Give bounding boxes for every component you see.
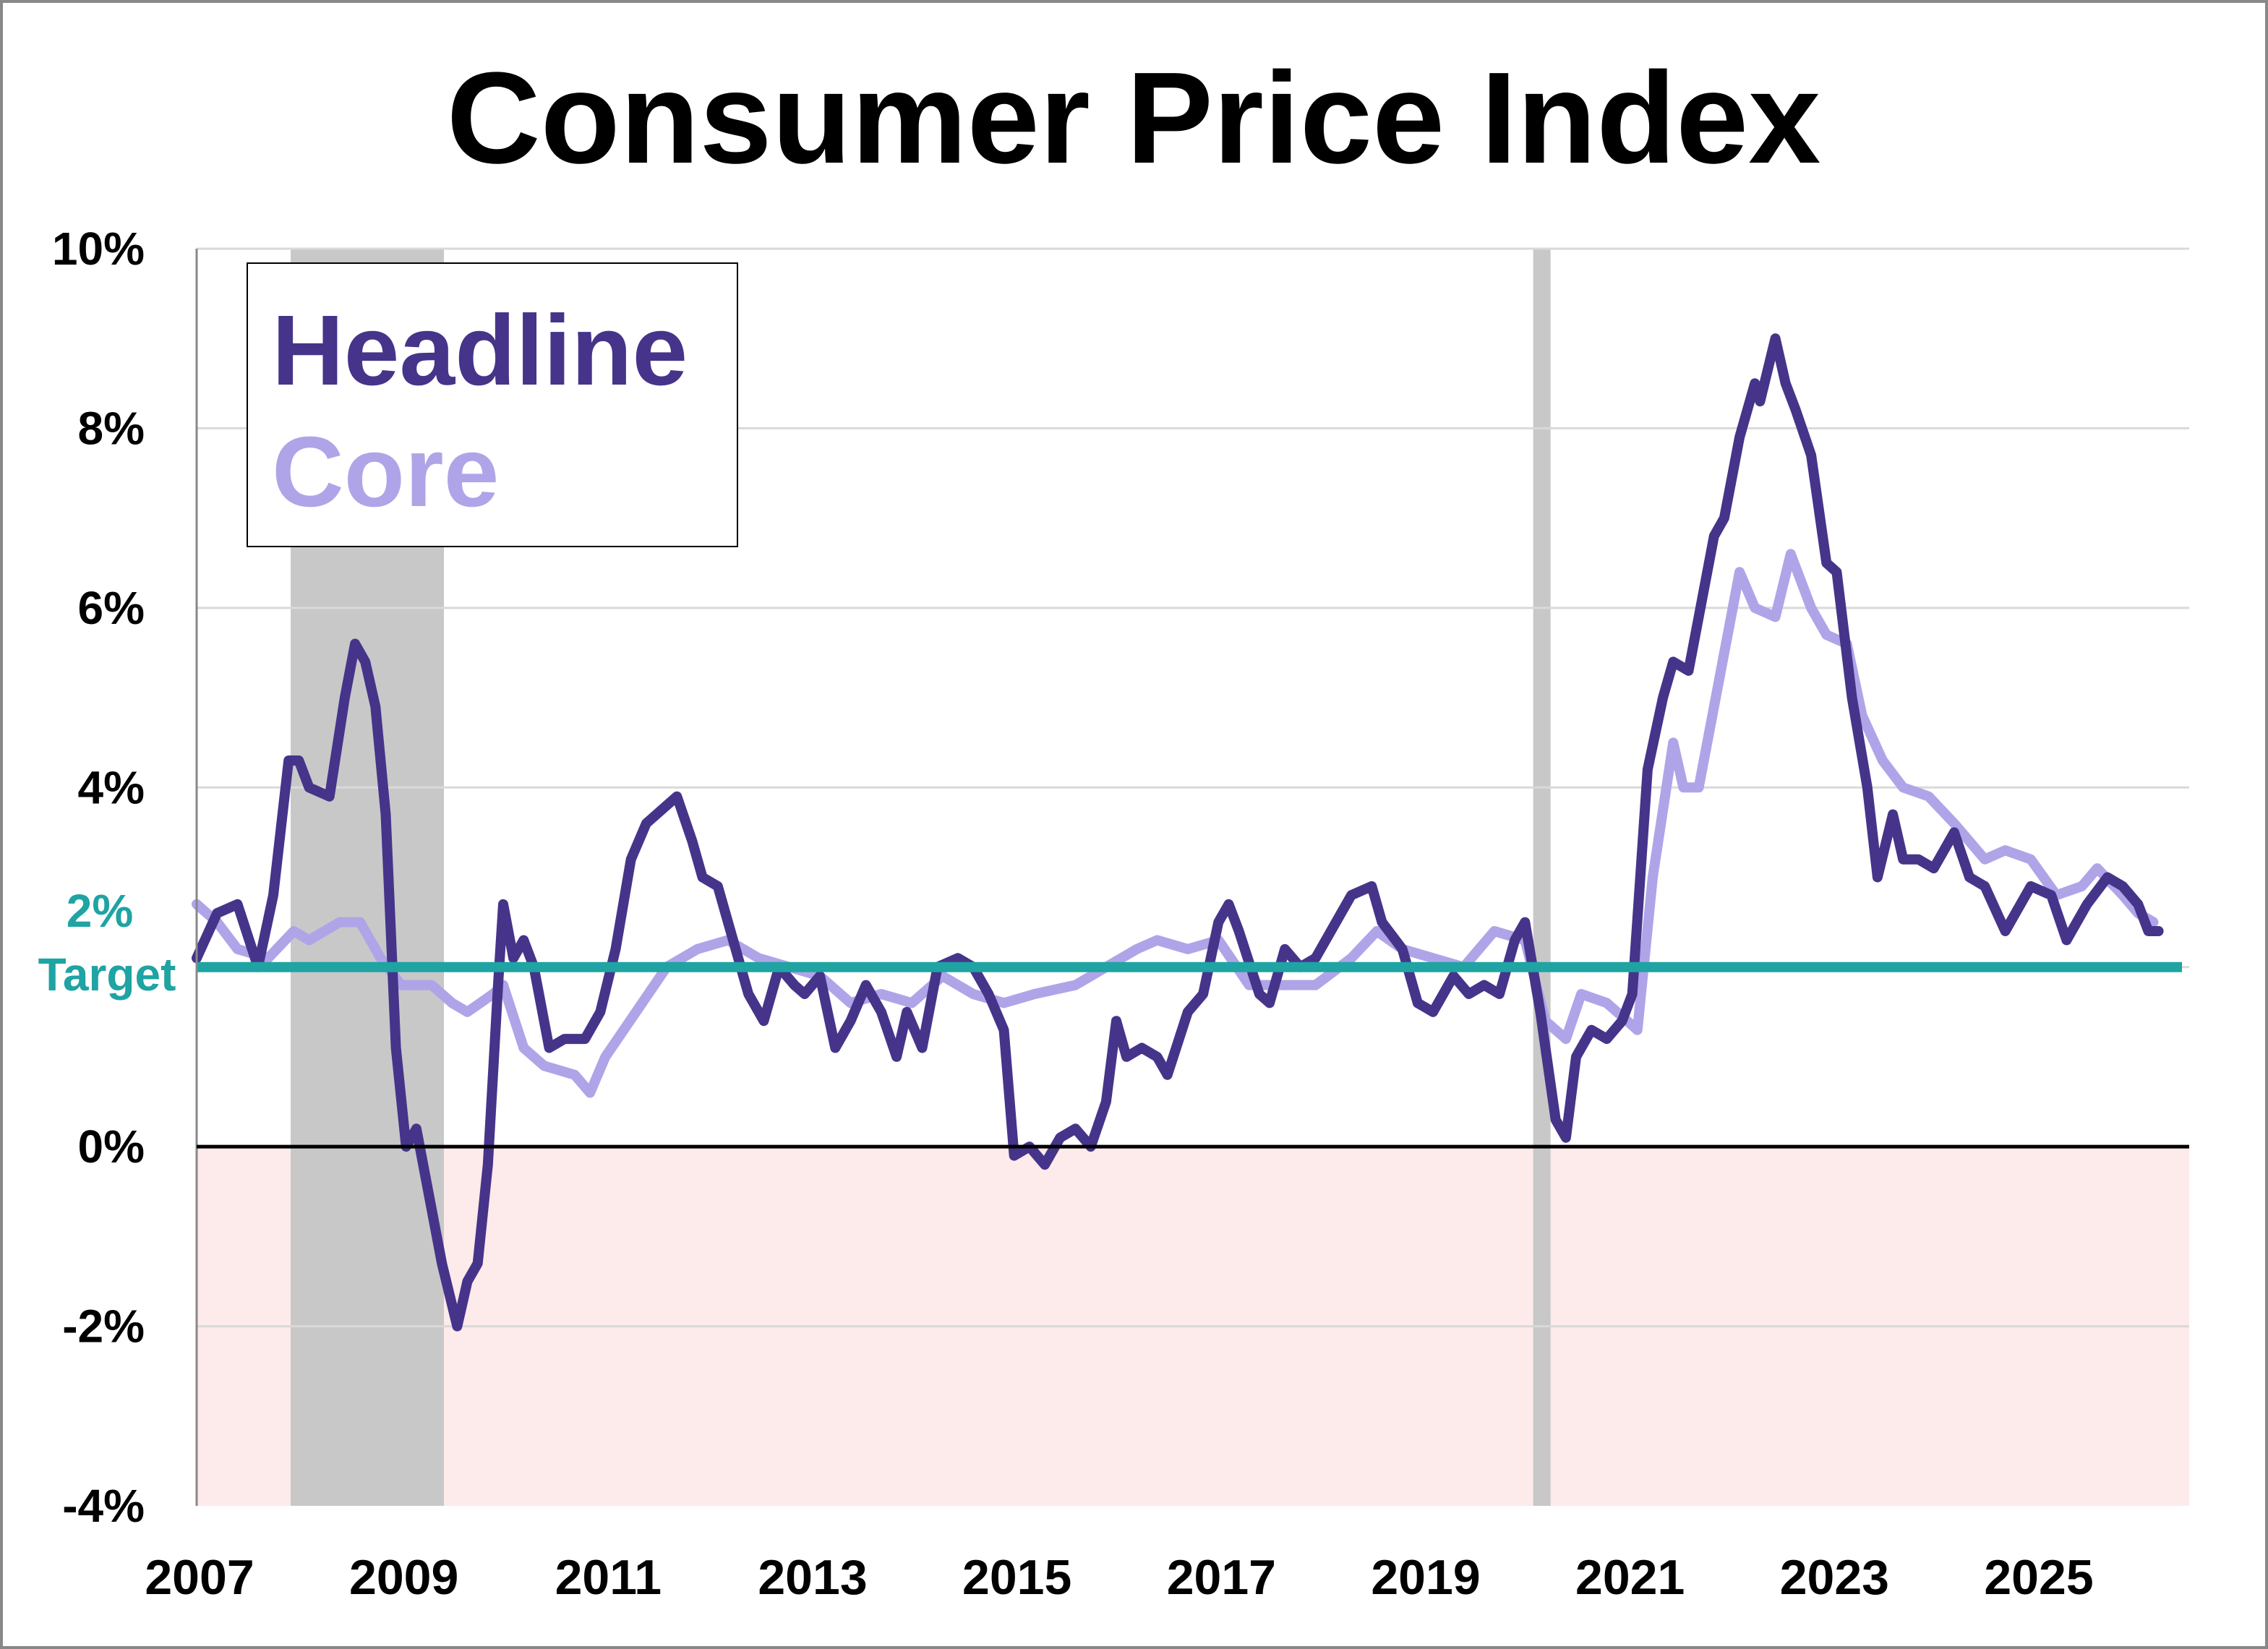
x-tick-label: 2023 [1780, 1550, 1889, 1605]
legend-box [247, 262, 738, 547]
x-tick-label: 2011 [555, 1550, 662, 1605]
x-tick-label: 2017 [1167, 1550, 1276, 1605]
chart-title: Consumer Price Index [447, 46, 1821, 191]
y-tick-label: 4% [78, 761, 145, 813]
x-tick-label: 2021 [1575, 1550, 1685, 1605]
headline-line [192, 333, 2164, 1332]
legend-core: Core [272, 416, 499, 528]
x-tick-label: 2013 [758, 1550, 867, 1605]
recession-band [1533, 249, 1551, 1506]
x-tick-label: 2015 [962, 1550, 1071, 1605]
target-text-label: Target [38, 948, 176, 1001]
legend: Headline Core [247, 262, 738, 547]
y-tick-label: 0% [78, 1121, 145, 1173]
x-tick-label: 2009 [349, 1550, 458, 1605]
target-value-label: 2% [67, 885, 134, 937]
x-tick-label: 2007 [145, 1550, 254, 1605]
legend-headline: Headline [272, 295, 688, 406]
y-tick-label: -4% [62, 1480, 145, 1532]
y-tick-label: 10% [52, 223, 145, 275]
x-tick-label: 2025 [1984, 1550, 2093, 1605]
y-tick-label: -2% [62, 1301, 145, 1353]
x-tick-label: 2019 [1371, 1550, 1480, 1605]
y-tick-label: 6% [78, 582, 145, 634]
y-tick-label: 8% [78, 402, 145, 454]
